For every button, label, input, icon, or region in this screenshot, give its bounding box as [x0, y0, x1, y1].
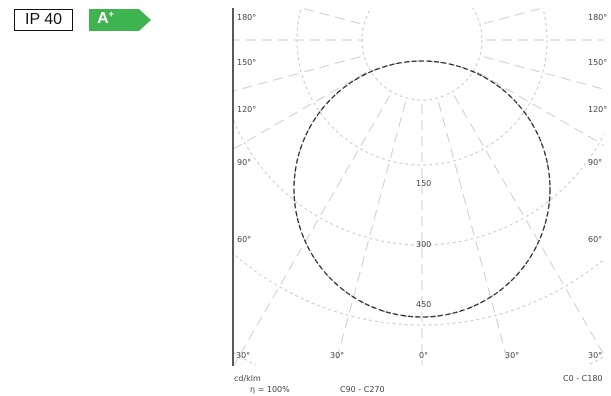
energy-class-badge: A+	[89, 9, 152, 31]
energy-class-suffix: +	[108, 9, 114, 19]
angle-label: 30°	[505, 351, 519, 360]
grid-arc	[232, 350, 604, 365]
energy-class-label: A+	[97, 9, 114, 27]
angle-label: 180°	[237, 13, 256, 22]
unit-label: cd/klm	[234, 374, 261, 383]
radial-label: 300	[416, 240, 431, 249]
energy-arrow-icon	[89, 9, 152, 31]
angle-label: 90°	[588, 158, 602, 167]
radial-label: 150	[416, 179, 431, 188]
radial-label: 450	[416, 300, 431, 309]
angle-label: 30°	[330, 351, 344, 360]
efficiency-label: η = 100%	[250, 385, 290, 394]
angle-label: 150°	[588, 58, 607, 67]
energy-class-letter: A	[97, 10, 109, 27]
angle-label: 150°	[237, 58, 256, 67]
angle-label: 30°	[588, 351, 602, 360]
angle-label: 0°	[419, 351, 428, 360]
angle-label: 120°	[588, 105, 607, 114]
ip-rating-badge: IP 40	[14, 9, 74, 31]
badge-row: IP 40 A+	[14, 9, 152, 31]
angle-label: 120°	[237, 105, 256, 114]
intensity-curve-c0	[293, 60, 551, 318]
angle-label: 30°	[236, 351, 250, 360]
angle-label: 90°	[237, 158, 251, 167]
plane-label-c0: C0 - C180	[563, 374, 603, 383]
plane-label-c90: C90 - C270	[340, 385, 385, 394]
polar-grid	[232, 8, 604, 365]
angle-label: 60°	[237, 235, 251, 244]
angle-label: 180°	[588, 13, 607, 22]
angle-label: 60°	[588, 235, 602, 244]
